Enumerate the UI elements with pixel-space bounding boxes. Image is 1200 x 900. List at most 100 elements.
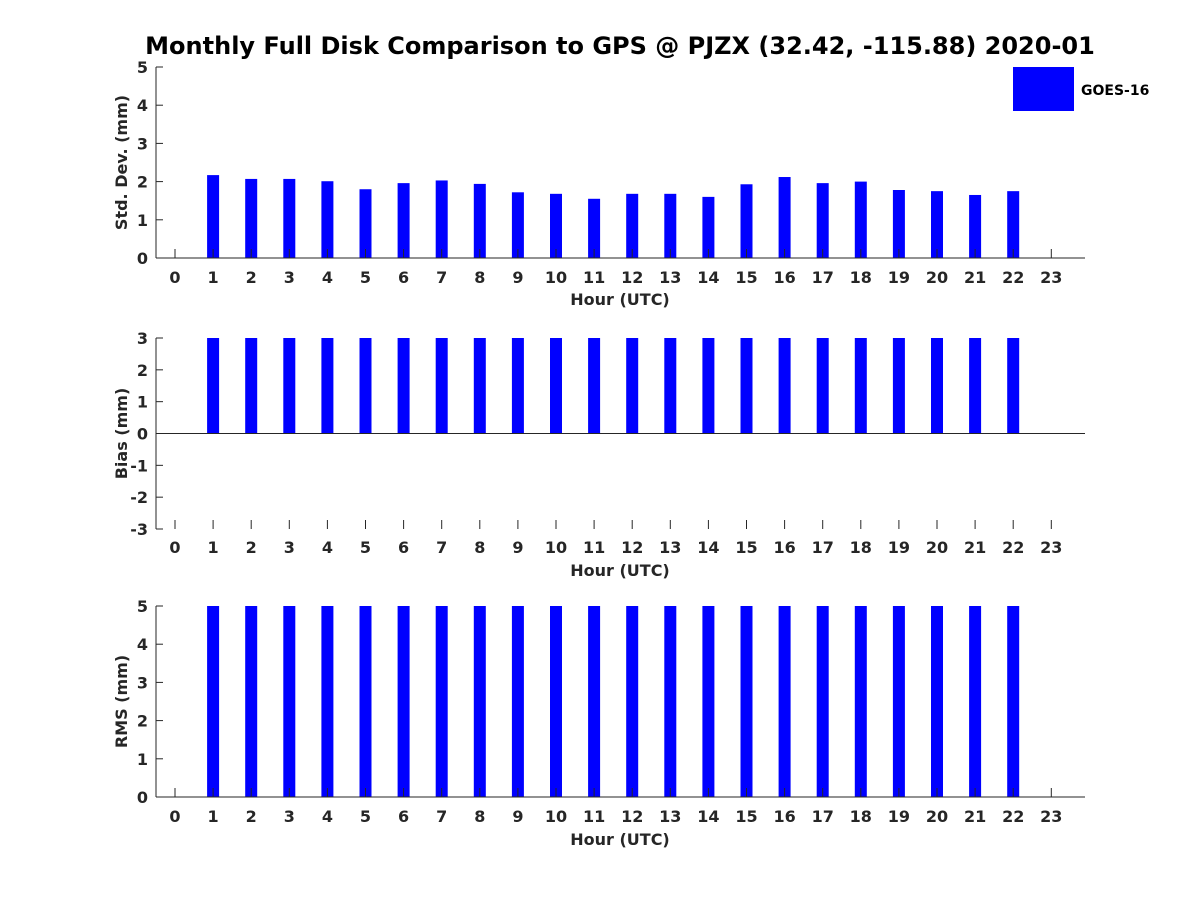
y-tick-label: 4	[137, 96, 148, 115]
bar-hour-12	[626, 606, 639, 797]
y-tick-label: 0	[137, 249, 148, 268]
bar-hour-13	[664, 338, 677, 434]
bar-hour-16	[778, 177, 791, 258]
y-tick-label: 2	[137, 173, 148, 192]
x-tick-label: 3	[284, 807, 295, 826]
x-tick-label: 11	[583, 807, 605, 826]
bar-hour-21	[969, 338, 982, 434]
bar-hour-4	[321, 338, 334, 434]
bar-hour-10	[550, 338, 562, 434]
x-tick-label: 4	[322, 268, 333, 287]
bar-hour-16	[778, 606, 791, 797]
x-tick-label: 10	[545, 538, 567, 557]
bar-hour-3	[283, 606, 296, 797]
bar-hour-15	[740, 606, 753, 797]
bar-hour-13	[664, 606, 677, 797]
x-tick-label: 1	[208, 807, 219, 826]
x-tick-label: 7	[436, 807, 447, 826]
x-tick-label: 19	[888, 268, 910, 287]
y-tick-label: 5	[137, 58, 148, 77]
x-tick-label: 1	[208, 538, 219, 557]
x-tick-label: 5	[360, 268, 371, 287]
bar-hour-22	[1007, 191, 1020, 258]
x-tick-label: 20	[926, 268, 948, 287]
x-tick-label: 3	[284, 268, 295, 287]
y-axis-label: Std. Dev. (mm)	[112, 95, 131, 230]
y-tick-label: 4	[137, 635, 148, 654]
bar-hour-4	[321, 181, 334, 258]
y-tick-label: 3	[137, 673, 148, 692]
x-tick-label: 14	[697, 538, 719, 557]
x-tick-label: 8	[474, 538, 485, 557]
bar-hour-9	[511, 338, 524, 434]
y-tick-label: -1	[130, 456, 148, 475]
x-tick-label: 13	[659, 268, 681, 287]
x-tick-label: 17	[812, 538, 834, 557]
bar-hour-15	[740, 184, 753, 258]
x-tick-label: 17	[812, 268, 834, 287]
x-tick-label: 9	[512, 268, 523, 287]
x-tick-label: 8	[474, 268, 485, 287]
bar-hour-11	[588, 198, 601, 258]
x-tick-label: 22	[1002, 807, 1024, 826]
x-axis-label: Hour (UTC)	[570, 290, 670, 309]
bar-hour-2	[245, 606, 258, 797]
y-axis-label: Bias (mm)	[112, 388, 131, 480]
y-axis-label: RMS (mm)	[112, 655, 131, 748]
bar-hour-17	[816, 338, 829, 434]
bar-hour-15	[740, 338, 753, 434]
bar-hour-19	[892, 606, 905, 797]
x-tick-label: 11	[583, 268, 605, 287]
x-tick-label: 15	[735, 538, 757, 557]
x-tick-label: 5	[360, 538, 371, 557]
x-tick-label: 15	[735, 807, 757, 826]
y-tick-label: 2	[137, 712, 148, 731]
x-tick-label: 23	[1040, 268, 1062, 287]
bar-hour-13	[664, 193, 677, 258]
x-tick-label: 1	[208, 268, 219, 287]
bar-hour-8	[473, 338, 486, 434]
x-tick-label: 14	[697, 807, 719, 826]
x-tick-label: 19	[888, 807, 910, 826]
y-tick-label: 0	[137, 788, 148, 807]
bar-hour-19	[892, 190, 905, 258]
x-tick-label: 5	[360, 807, 371, 826]
bar-hour-9	[511, 192, 524, 258]
x-tick-label: 23	[1040, 807, 1062, 826]
bar-hour-7	[435, 180, 448, 258]
bar-hour-9	[511, 606, 524, 797]
y-tick-label: 3	[137, 329, 148, 348]
y-tick-label: 1	[137, 750, 148, 769]
x-tick-label: 13	[659, 807, 681, 826]
bar-hour-11	[588, 606, 601, 797]
x-tick-label: 21	[964, 268, 986, 287]
x-tick-label: 0	[169, 268, 180, 287]
x-tick-label: 10	[545, 807, 567, 826]
x-tick-label: 16	[773, 538, 795, 557]
bar-hour-5	[359, 606, 372, 797]
y-tick-label: -3	[130, 520, 148, 539]
x-tick-label: 15	[735, 268, 757, 287]
x-tick-label: 6	[398, 268, 409, 287]
x-tick-label: 13	[659, 538, 681, 557]
bar-hour-7	[435, 606, 448, 797]
x-tick-label: 18	[850, 268, 872, 287]
bar-hour-6	[397, 183, 410, 258]
bar-hour-21	[969, 606, 982, 797]
bar-hour-14	[702, 606, 715, 797]
x-axis-label: Hour (UTC)	[570, 561, 670, 580]
x-tick-label: 14	[697, 268, 719, 287]
y-tick-label: 1	[137, 393, 148, 412]
chart-title: Monthly Full Disk Comparison to GPS @ PJ…	[145, 32, 1095, 60]
bar-hour-20	[931, 191, 943, 258]
legend: GOES-16	[1012, 67, 1149, 112]
x-tick-label: 22	[1002, 268, 1024, 287]
bar-hour-2	[245, 338, 258, 434]
x-tick-label: 6	[398, 538, 409, 557]
x-tick-label: 16	[773, 807, 795, 826]
bar-hour-14	[702, 338, 715, 434]
